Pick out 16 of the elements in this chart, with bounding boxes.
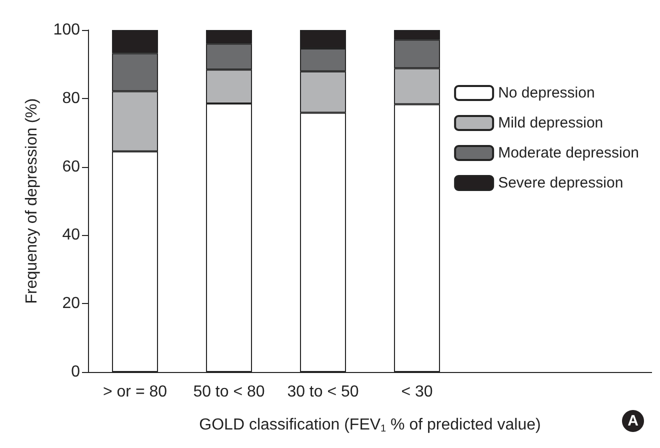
legend-label: Moderate depression — [498, 144, 640, 162]
y-tick-label: 20 — [62, 295, 80, 312]
legend-label: Mild depression — [498, 114, 604, 132]
x-tick-label: 30 to < 50 — [287, 384, 359, 400]
legend-label: Severe depression — [498, 174, 624, 192]
x-tick-label: < 30 — [401, 384, 433, 400]
y-axis-title: Frequency of depression (%) — [24, 98, 40, 304]
y-tick-label: 0 — [71, 364, 80, 380]
x-tick-label: > or = 80 — [102, 384, 168, 400]
y-tick-label: 80 — [62, 90, 80, 107]
x-tick-label: 50 to < 80 — [193, 384, 265, 400]
text: A — [628, 412, 639, 430]
legend-label: No depression — [498, 84, 595, 102]
y-tick-label: 100 — [53, 22, 80, 38]
y-tick-label: 40 — [62, 226, 80, 244]
y-tick-label: 60 — [62, 158, 80, 176]
